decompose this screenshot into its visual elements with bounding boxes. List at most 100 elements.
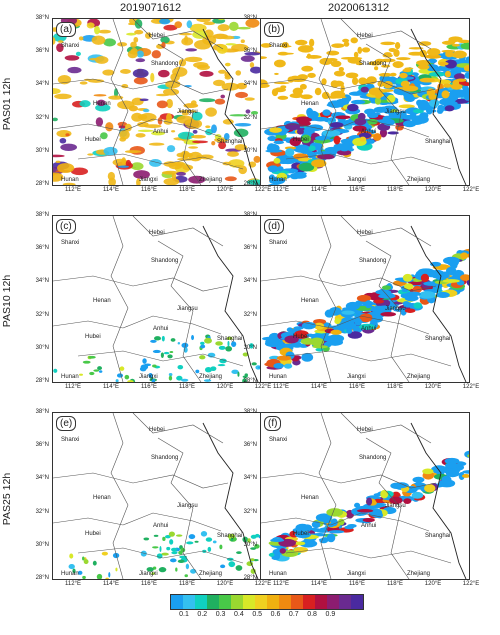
province-label-henan: Henan (93, 495, 111, 501)
province-label-shandong: Shandong (359, 455, 387, 461)
colorbar-swatch (207, 595, 219, 609)
province-label-shanxi: Shanxi (269, 43, 288, 49)
panel-label: (e) (56, 416, 77, 431)
lat-tick: 28°N (35, 378, 49, 384)
lon-tick: 120°E (216, 384, 234, 390)
province-label-zhejiang: Zhejiang (199, 374, 223, 380)
lat-tick: 38°N (243, 212, 257, 218)
province-label-anhui: Anhui (153, 326, 169, 332)
colorbar-swatch (267, 595, 279, 609)
province-label-shanghai: Shanghai (425, 139, 451, 145)
lon-tick: 114°E (311, 384, 327, 390)
province-label-hebei: Hebei (357, 230, 373, 236)
map-field (261, 216, 469, 382)
province-label-hubei: Hubei (293, 137, 309, 143)
lat-tick: 32°N (243, 114, 257, 121)
lon-tick: 122°E (254, 384, 272, 390)
colorbar-swatch (171, 595, 183, 609)
province-label-hebei: Hebei (357, 427, 373, 433)
lon-tick: 116°E (141, 384, 157, 390)
province-label-henan: Henan (301, 101, 319, 107)
panel-label: (f) (264, 416, 282, 431)
lon-tick: 120°E (424, 384, 442, 390)
lat-tick: 36°N (243, 442, 257, 449)
lon-tick: 116°E (349, 581, 365, 587)
lat-tick: 34°N (243, 81, 257, 88)
lat-tick: 36°N (243, 245, 257, 252)
province-label-hunan: Hunan (61, 374, 79, 380)
province-label-hubei: Hubei (85, 531, 101, 537)
lat-tick: 30°N (243, 541, 257, 548)
province-label-shanghai: Shanghai (217, 533, 243, 539)
map-field (261, 413, 469, 579)
lat-tick: 28°N (243, 181, 257, 187)
colorbar-swatch (339, 595, 351, 609)
map-panel-1: (a) Shanxi Hebei Shandong Henan Jiangsu Anhui H… (52, 18, 262, 186)
lat-tick: 34°N (35, 475, 49, 482)
province-label-jiangxi: Jiangxi (139, 374, 158, 380)
map-field (53, 19, 261, 185)
lat-tick: 30°N (243, 147, 257, 154)
lon-tick: 120°E (424, 581, 442, 587)
lon-tick: 120°E (424, 187, 442, 193)
province-label-shanghai: Shanghai (425, 533, 451, 539)
map-panel-2: (b) Shanxi Hebei Shandong Henan Jiangsu Anhui H… (260, 18, 470, 186)
lat-tick: 38°N (35, 409, 49, 415)
panel-label: (b) (264, 22, 285, 37)
lat-tick: 28°N (35, 181, 49, 187)
lon-tick: 112°E (65, 581, 81, 587)
province-label-zhejiang: Zhejiang (407, 374, 431, 380)
lon-tick: 112°E (65, 187, 81, 193)
province-label-hunan: Hunan (61, 571, 79, 577)
lat-tick: 34°N (35, 278, 49, 285)
colorbar-tick-label: 0.7 (288, 611, 299, 618)
lon-tick: 122°E (462, 581, 480, 587)
province-label-shanxi: Shanxi (61, 437, 80, 443)
lat-tick: 34°N (243, 475, 257, 482)
province-label-hubei: Hubei (293, 334, 309, 340)
province-label-jiangsu: Jiangsu (177, 306, 198, 312)
province-label-shandong: Shandong (151, 258, 179, 264)
province-label-zhejiang: Zhejiang (199, 571, 223, 577)
colorbar-tick-label: 0.2 (197, 611, 208, 618)
province-label-shanghai: Shanghai (425, 336, 451, 342)
province-label-jiangxi: Jiangxi (347, 374, 366, 380)
province-label-hebei: Hebei (149, 33, 165, 39)
lat-tick: 32°N (243, 508, 257, 515)
province-label-anhui: Anhui (361, 326, 377, 332)
lon-tick: 112°E (65, 384, 81, 390)
panel-label: (c) (56, 219, 76, 234)
lat-tick: 36°N (35, 245, 49, 252)
column-title-2: 2020061312 (328, 2, 390, 14)
lon-tick: 112°E (273, 384, 289, 390)
province-label-hunan: Hunan (61, 177, 79, 183)
lon-tick: 112°E (273, 187, 289, 193)
province-label-shandong: Shandong (151, 455, 179, 461)
lon-tick: 116°E (349, 384, 365, 390)
lat-tick: 30°N (243, 344, 257, 351)
lat-tick: 28°N (243, 575, 257, 581)
province-label-jiangsu: Jiangsu (385, 503, 406, 509)
province-label-shandong: Shandong (359, 258, 387, 264)
lat-tick: 36°N (35, 48, 49, 55)
lon-tick: 118°E (179, 581, 195, 587)
lat-tick: 38°N (243, 409, 257, 415)
lat-tick: 30°N (35, 147, 49, 154)
province-label-hubei: Hubei (85, 334, 101, 340)
map-panel-4: (d) Shanxi Hebei Shandong Henan Jiangsu Anhui H… (260, 215, 470, 383)
lat-tick: 30°N (35, 541, 49, 548)
map-field (53, 413, 261, 579)
row-label-pas01: PAS01 12h (1, 77, 13, 131)
colorbar-swatch (315, 595, 327, 609)
lon-tick: 112°E (273, 581, 289, 587)
lat-tick: 32°N (35, 508, 49, 515)
lat-tick: 28°N (35, 575, 49, 581)
lat-tick: 32°N (35, 114, 49, 121)
map-field (53, 216, 261, 382)
province-label-hubei: Hubei (85, 137, 101, 143)
province-label-henan: Henan (93, 298, 111, 304)
province-label-shanxi: Shanxi (61, 43, 80, 49)
colorbar-tick-label: 0.1 (179, 611, 189, 618)
map-field (261, 19, 469, 185)
province-label-shandong: Shandong (151, 61, 179, 67)
